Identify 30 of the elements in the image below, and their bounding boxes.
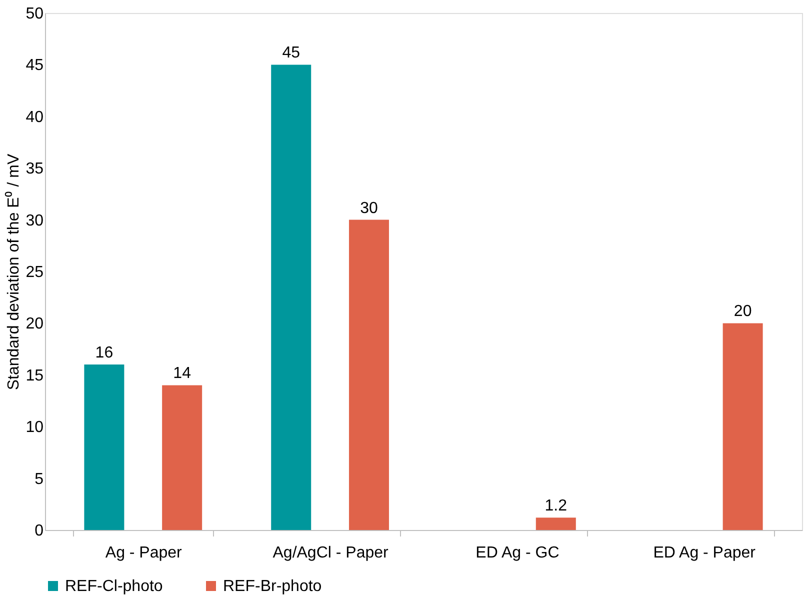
- bar: [162, 385, 202, 530]
- y-tick-label: 5: [34, 470, 44, 488]
- y-tick-label: 0: [34, 522, 44, 540]
- data-label: 20: [734, 303, 752, 320]
- x-tick-label: ED Ag - Paper: [653, 544, 756, 562]
- y-tick-label: 45: [26, 57, 44, 74]
- data-label: 30: [360, 200, 378, 217]
- y-axis-title: Standard deviation of the E⁰ / mV: [4, 153, 23, 390]
- y-tick-label: 30: [26, 212, 44, 230]
- data-label: 16: [95, 344, 114, 362]
- legend-label: REF-Br-photo: [223, 578, 322, 595]
- legend-label: REF-Cl-photo: [65, 578, 163, 595]
- y-tick-label: 25: [26, 264, 44, 281]
- x-tick-label: Ag/AgCl - Paper: [272, 544, 390, 562]
- y-tick-label: 10: [26, 419, 44, 436]
- data-label: 45: [282, 44, 300, 62]
- data-label: 1.2: [544, 498, 568, 515]
- bar: [536, 518, 576, 530]
- y-tick-label: 20: [26, 316, 44, 333]
- y-tick-label: 35: [26, 160, 44, 178]
- y-tick-label: 15: [26, 367, 44, 384]
- data-label: 14: [173, 365, 192, 382]
- bar: [722, 323, 763, 530]
- y-tick-label: 40: [26, 108, 44, 126]
- bar: [271, 64, 312, 530]
- x-tick-label: Ag - Paper: [105, 544, 183, 562]
- bar: [348, 220, 389, 530]
- y-tick-label: 50: [26, 6, 44, 22]
- x-tick-label: ED Ag - GC: [476, 544, 560, 562]
- bar: [84, 364, 124, 530]
